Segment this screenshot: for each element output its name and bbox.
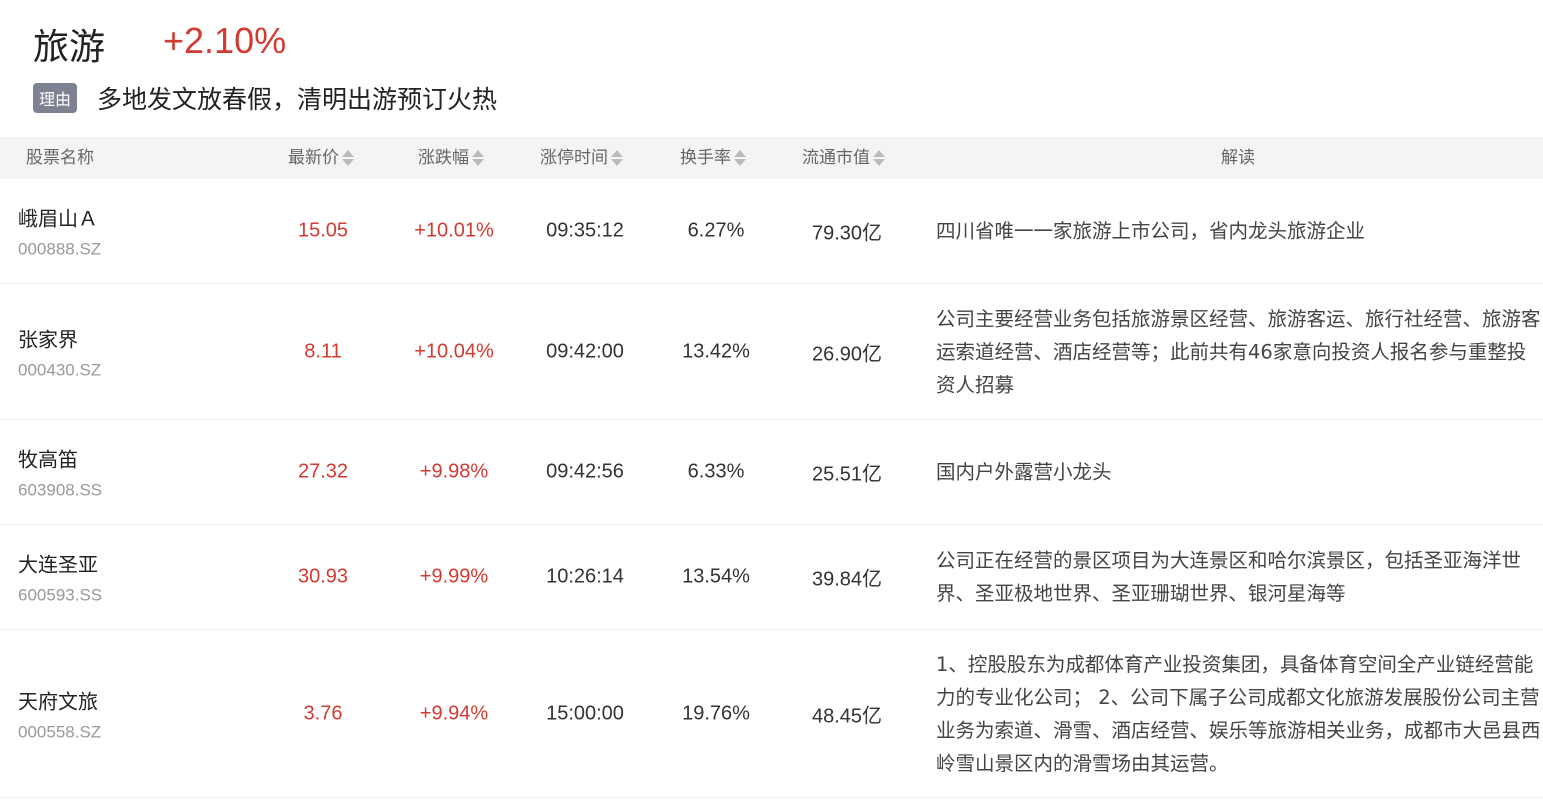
change: +10.01%: [414, 219, 494, 242]
limit-time: 15:00:00: [546, 702, 624, 724]
market-cap: 39.84亿: [811, 568, 883, 591]
stock-code: 600593.SS: [18, 585, 103, 605]
col-label: 最新价: [288, 148, 339, 168]
change: +9.98%: [419, 460, 489, 483]
stock-code: 603908.SS: [18, 480, 103, 500]
table-row[interactable]: 大连圣亚 600593.SS 30.93 +9.99% 10:26:14 13.5…: [0, 525, 1543, 630]
sort-icon[interactable]: [610, 149, 624, 167]
stock-name[interactable]: 峨眉山Ａ: [18, 206, 98, 231]
turnover: 13.42%: [682, 340, 750, 362]
turnover: 6.33%: [687, 460, 745, 483]
limit-time: 10:26:14: [546, 565, 624, 588]
limit-time: 09:42:56: [546, 460, 624, 483]
sort-icon[interactable]: [733, 149, 747, 167]
sort-icon[interactable]: [872, 149, 886, 167]
sector-title: 旅游: [33, 27, 106, 68]
price: 27.32: [297, 460, 349, 483]
col-label: 涨跌幅: [418, 148, 469, 168]
col-label: 涨停时间: [540, 148, 608, 168]
table-row[interactable]: 张家界 000430.SZ 8.11 +10.04% 09:42:00 13.42…: [0, 284, 1543, 420]
stock-code: 000430.SZ: [18, 360, 102, 379]
description: 四川省唯一一家旅游上市公司，省内龙头旅游企业: [936, 219, 1366, 243]
market-cap: 26.90亿: [811, 343, 883, 365]
market-cap: 48.45亿: [811, 705, 883, 727]
stock-code: 000888.SZ: [18, 239, 102, 259]
stock-name-cell[interactable]: 大连圣亚 600593.SS: [18, 549, 102, 606]
limit-time: 09:42:00: [546, 340, 624, 362]
stock-name-cell[interactable]: 张家界 000430.SZ: [18, 323, 101, 380]
description: 1、控股股东为成都体育产业投资集团，具备体育空间全产业链经营能力的专业化公司； …: [936, 652, 1541, 775]
change: +9.99%: [419, 565, 489, 588]
col-time[interactable]: 涨停时间: [540, 137, 624, 179]
table-row[interactable]: 峨眉山Ａ 000888.SZ 15.05 +10.01% 09:35:12 6.2…: [0, 179, 1543, 284]
price: 30.93: [297, 565, 349, 588]
stock-name-cell[interactable]: 天府文旅 000558.SZ: [18, 685, 101, 742]
table-row[interactable]: 天府文旅 000558.SZ 3.76 +9.94% 15:00:00 19.76…: [0, 630, 1543, 798]
col-desc: 解读: [1221, 148, 1255, 168]
stock-code: 000558.SZ: [18, 722, 102, 741]
stock-name[interactable]: 牧高笛: [18, 447, 78, 472]
reason-text: 多地发文放春假，清明出游预订火热: [97, 85, 498, 114]
market-cap: 25.51亿: [811, 463, 883, 486]
stock-name[interactable]: 大连圣亚: [18, 552, 98, 577]
sort-icon[interactable]: [341, 149, 355, 167]
reason: 理由 多地发文放春假，清明出游预订火热: [33, 80, 497, 116]
limit-time: 09:35:12: [546, 219, 624, 242]
col-label: 换手率: [680, 148, 731, 168]
market-cap: 79.30亿: [811, 222, 883, 245]
turnover: 6.27%: [687, 219, 745, 242]
description: 国内户外露营小龙头: [936, 460, 1112, 484]
col-mcap[interactable]: 流通市值: [802, 137, 886, 179]
description: 公司正在经营的景区项目为大连景区和哈尔滨景区，包括圣亚海洋世界、圣亚极地世界、圣…: [936, 549, 1522, 605]
turnover: 13.54%: [682, 565, 750, 588]
col-price[interactable]: 最新价: [288, 137, 355, 179]
col-name: 股票名称: [26, 148, 94, 168]
stock-name-cell[interactable]: 牧高笛 603908.SS: [18, 444, 102, 501]
col-label: 流通市值: [802, 148, 870, 168]
change: +9.94%: [419, 702, 489, 724]
sort-icon[interactable]: [471, 149, 485, 167]
table-row[interactable]: 牧高笛 603908.SS 27.32 +9.98% 09:42:56 6.33%…: [0, 420, 1543, 525]
turnover: 19.76%: [682, 702, 750, 724]
reason-tag: 理由: [33, 83, 78, 113]
sector-change: +2.10%: [163, 20, 287, 61]
description: 公司主要经营业务包括旅游景区经营、旅游客运、旅行社经营、旅游客运索道经营、酒店经…: [936, 307, 1541, 396]
stock-name-cell[interactable]: 峨眉山Ａ 000888.SZ: [18, 203, 101, 260]
table-header: 股票名称 最新价 涨跌幅 涨停时间 换手率 流通市值 解读: [0, 137, 1543, 179]
stock-name[interactable]: 天府文旅: [18, 689, 98, 713]
price: 3.76: [303, 702, 343, 724]
col-turnover[interactable]: 换手率: [680, 137, 747, 179]
col-change[interactable]: 涨跌幅: [418, 137, 485, 179]
price: 8.11: [304, 340, 342, 362]
stock-name[interactable]: 张家界: [18, 327, 78, 351]
price: 15.05: [297, 219, 349, 242]
change: +10.04%: [414, 340, 494, 362]
